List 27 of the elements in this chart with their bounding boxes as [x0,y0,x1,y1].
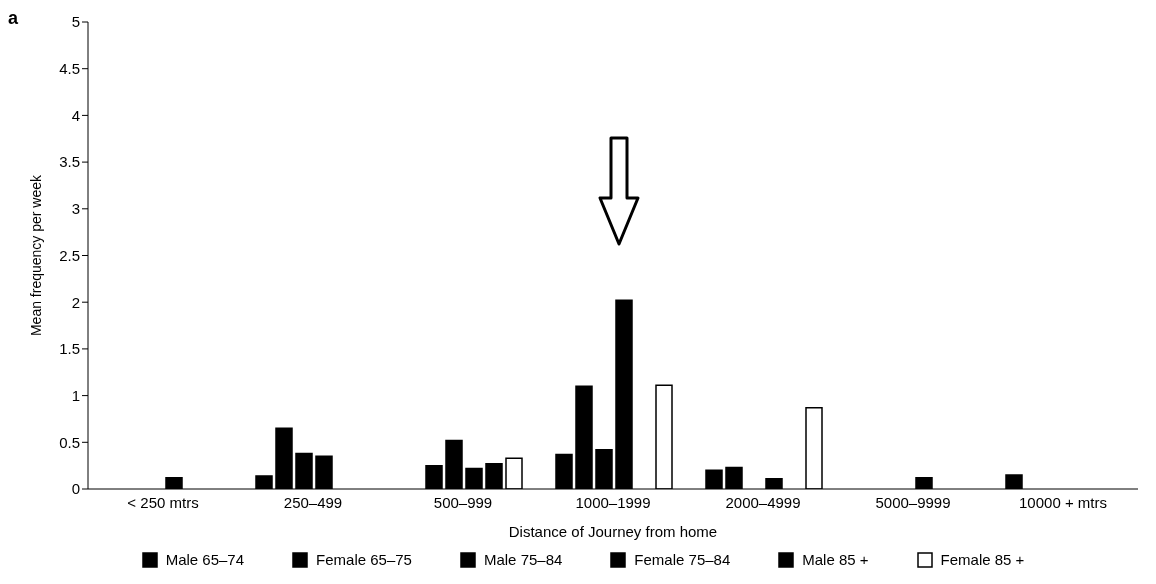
y-axis-title: Mean frequency per week [27,173,44,337]
y-tick-label: 4 [71,106,80,124]
x-tick-label: 250–499 [283,493,343,511]
x-tick-label: 1000–1999 [575,493,651,511]
y-tick-label: 2.5 [59,246,80,264]
y-tick-label: 0.5 [59,433,80,451]
y-tick-label: 2 [71,293,80,311]
x-tick-label: 500–999 [433,493,493,511]
x-tick-label: 10000 + mtrs [1019,493,1107,511]
y-tick-label: 0 [71,480,80,498]
text: a [8,8,19,29]
legend-label: Male 75–84 [483,551,563,568]
x-tick-label: 5000–9999 [875,493,951,511]
legend-label: Male 85 + [802,551,869,568]
legend-label: Female 75–84 [634,551,731,568]
y-tick-label: 1.5 [59,340,80,358]
y-tick-label: 5 [71,13,80,31]
x-tick-label: 2000–4999 [725,493,801,511]
y-tick-label: 3.5 [59,153,80,171]
legend-label: Female 65–75 [316,551,412,568]
y-tick-label: 1 [71,386,80,404]
y-tick-label: 4.5 [59,60,80,78]
x-tick-label: < 250 mtrs [127,493,199,511]
x-axis-title: Distance of Journey from home [508,523,718,540]
legend-label: Female 85 + [940,551,1025,568]
y-tick-label: 3 [71,200,80,218]
legend-label: Male 65–74 [165,551,245,568]
